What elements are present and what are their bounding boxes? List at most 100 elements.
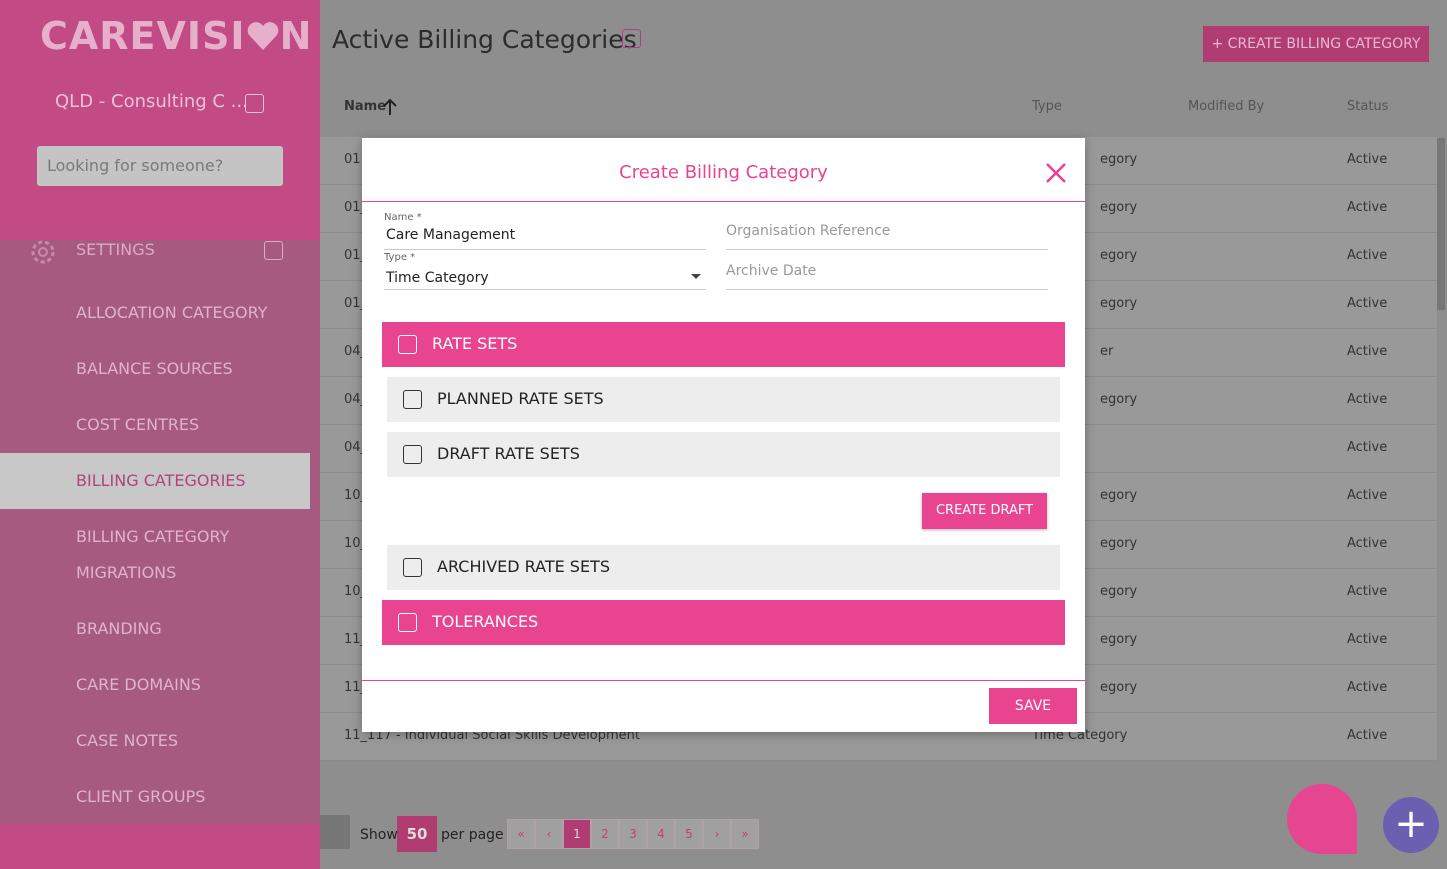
page-control[interactable]: «: [507, 819, 535, 849]
cell-name: 01_: [344, 248, 368, 263]
cell-type: egory: [1100, 392, 1138, 407]
field-label: Name *: [384, 212, 422, 223]
show-label: Show: [360, 827, 398, 843]
sidebar-footer: [0, 824, 320, 869]
cell-type: egory: [1100, 536, 1138, 551]
archive-date-field[interactable]: Archive Date: [726, 250, 1048, 290]
menu-item[interactable]: BRANDING: [76, 619, 162, 638]
tips-button[interactable]: [1287, 784, 1357, 854]
collapse-sidebar[interactable]: [320, 815, 350, 849]
section-title: PLANNED RATE SETS: [437, 389, 604, 408]
divider: [362, 680, 1085, 681]
cell-status: Active: [1347, 728, 1388, 743]
active-highlight: [0, 453, 310, 509]
scrollbar: [1437, 138, 1445, 310]
cell-type: egory: [1100, 584, 1138, 599]
menu-item[interactable]: CLIENT GROUPS: [76, 787, 206, 806]
create-draft-button[interactable]: CREATE DRAFT: [922, 493, 1047, 529]
column-header[interactable]: Modified By: [1188, 99, 1265, 114]
sidebar: CAREVISI N QLD - Consulting C ... Looking…: [0, 0, 320, 869]
sort-arrow[interactable]: [382, 98, 398, 116]
field-placeholder: Organisation Reference: [726, 223, 891, 239]
cell-status: Active: [1347, 632, 1388, 647]
page-control[interactable]: ›: [703, 819, 731, 849]
page-control[interactable]: ‹: [535, 819, 563, 849]
cell-status: Active: [1347, 488, 1388, 503]
logo-text: CAREVISI: [40, 14, 246, 58]
cell-type: egory: [1100, 296, 1138, 311]
cell-name: 11_: [344, 632, 368, 647]
cell-type: egory: [1100, 632, 1138, 647]
add-button[interactable]: +: [1383, 797, 1439, 853]
page-control[interactable]: 2: [591, 819, 619, 849]
title-dropdown[interactable]: [622, 29, 641, 48]
page-control[interactable]: 1: [563, 819, 591, 849]
cell-type: egory: [1100, 152, 1138, 167]
divider: [362, 201, 1085, 202]
page-control[interactable]: 3: [619, 819, 647, 849]
cell-type: egory: [1100, 488, 1138, 503]
cell-name: 10_: [344, 536, 368, 551]
field-value: Care Management: [386, 227, 516, 243]
menu-item[interactable]: BILLING CATEGORY MIGRATIONS: [76, 527, 230, 582]
cell-name: 10_: [344, 488, 368, 503]
cell-status: Active: [1347, 200, 1388, 215]
settings-icon: [31, 240, 55, 264]
org-ref-field[interactable]: Organisation Reference: [726, 210, 1048, 250]
cell-status: Active: [1347, 584, 1388, 599]
page-control[interactable]: 5: [675, 819, 703, 849]
column-header[interactable]: Name: [344, 99, 387, 114]
menu-item[interactable]: BALANCE SOURCES: [76, 359, 233, 378]
draft-rate-sets[interactable]: DRAFT RATE SETS: [387, 432, 1060, 477]
page-control[interactable]: 4: [647, 819, 675, 849]
cell-type: er: [1100, 344, 1114, 359]
column-header[interactable]: Type: [1032, 99, 1062, 114]
menu-item[interactable]: CASE NOTES: [76, 731, 179, 750]
menu-item[interactable]: COST CENTRES: [76, 415, 200, 434]
org-dropdown[interactable]: [245, 94, 264, 113]
section-title: ARCHIVED RATE SETS: [437, 557, 610, 576]
section-title: RATE SETS: [432, 334, 518, 353]
cell-status: Active: [1347, 248, 1388, 263]
cell-name: 01_: [344, 296, 368, 311]
logo: CAREVISI N: [40, 14, 312, 58]
cell-status: Active: [1347, 392, 1388, 407]
rate-sets-header[interactable]: RATE SETS: [382, 322, 1065, 367]
cell-status: Active: [1347, 536, 1388, 551]
tolerances-header[interactable]: TOLERANCES: [382, 600, 1065, 645]
cell-status: Active: [1347, 296, 1388, 311]
page-size[interactable]: 50: [397, 816, 437, 852]
settings-header[interactable]: SETTINGS: [76, 240, 155, 259]
cell-status: Active: [1347, 440, 1388, 455]
page-control[interactable]: »: [731, 819, 759, 849]
cell-status: Active: [1347, 680, 1388, 695]
cell-name: 11_: [344, 680, 368, 695]
cell-name: 04_: [344, 440, 368, 455]
modal-title: Create Billing Category: [619, 162, 828, 183]
name-field[interactable]: Name * Care Management: [384, 210, 706, 250]
cell-type: egory: [1100, 200, 1138, 215]
organisation[interactable]: QLD - Consulting C ...: [55, 91, 248, 112]
logo-text: N: [279, 14, 313, 58]
type-field[interactable]: Type * Time Category: [384, 250, 706, 290]
menu-item[interactable]: BILLING CATEGORIES: [76, 471, 246, 490]
cell-type: egory: [1100, 248, 1138, 263]
search-input[interactable]: Looking for someone?: [37, 146, 283, 186]
save-button[interactable]: SAVE: [989, 688, 1077, 724]
field-value: Time Category: [386, 270, 489, 286]
close-button[interactable]: [1045, 162, 1067, 184]
cell-type: egory: [1100, 680, 1138, 695]
cell-name: 04_: [344, 344, 368, 359]
menu-item[interactable]: ALLOCATION CATEGORY: [76, 303, 268, 322]
cell-name: 10_: [344, 584, 368, 599]
menu-item[interactable]: CARE DOMAINS: [76, 675, 201, 694]
section-title: DRAFT RATE SETS: [437, 444, 580, 463]
column-header[interactable]: Status: [1347, 99, 1389, 114]
cell-status: Active: [1347, 152, 1388, 167]
planned-rate-sets[interactable]: PLANNED RATE SETS: [387, 377, 1060, 422]
create-button[interactable]: + CREATE BILLING CATEGORY: [1203, 26, 1429, 62]
settings-toggle[interactable]: [264, 241, 283, 260]
archived-rate-sets[interactable]: ARCHIVED RATE SETS: [387, 545, 1060, 590]
cell-name: 01: [344, 152, 361, 167]
